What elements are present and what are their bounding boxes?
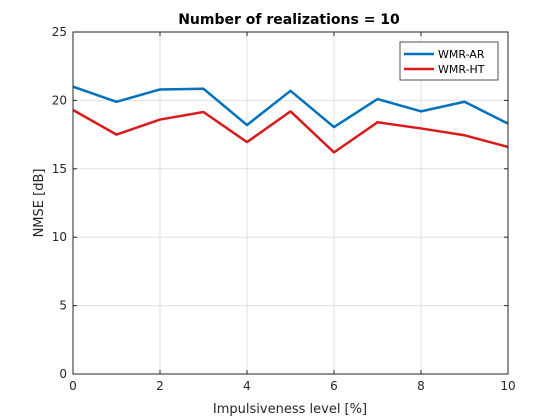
x-tick-label: 4: [243, 379, 251, 393]
legend-label: WMR-AR: [438, 48, 485, 61]
y-tick-label: 10: [52, 230, 67, 244]
x-tick-label: 6: [330, 379, 338, 393]
y-tick-label: 25: [52, 25, 67, 39]
y-tick-label: 15: [52, 162, 67, 176]
y-axis-label: NMSE [dB]: [32, 169, 47, 238]
legend: WMR-AR WMR-HT: [400, 42, 498, 80]
series-line-wmr-ht: [73, 110, 508, 152]
y-tick-label: 5: [59, 299, 67, 313]
x-tick-label: 2: [156, 379, 164, 393]
series-line-wmr-ar: [73, 87, 508, 127]
grid: [73, 32, 508, 374]
y-tick-label: 20: [52, 93, 67, 107]
legend-label: WMR-HT: [438, 63, 485, 76]
x-tick-label: 0: [69, 379, 77, 393]
x-tick-label: 10: [500, 379, 515, 393]
x-tick-label: 8: [417, 379, 425, 393]
y-tick-label: 0: [59, 367, 67, 381]
series-layer: [73, 87, 508, 153]
plot-area: [73, 32, 508, 374]
x-axis-label: Impulsiveness level [%]: [213, 402, 367, 417]
chart-title: Number of realizations = 10: [178, 12, 400, 28]
